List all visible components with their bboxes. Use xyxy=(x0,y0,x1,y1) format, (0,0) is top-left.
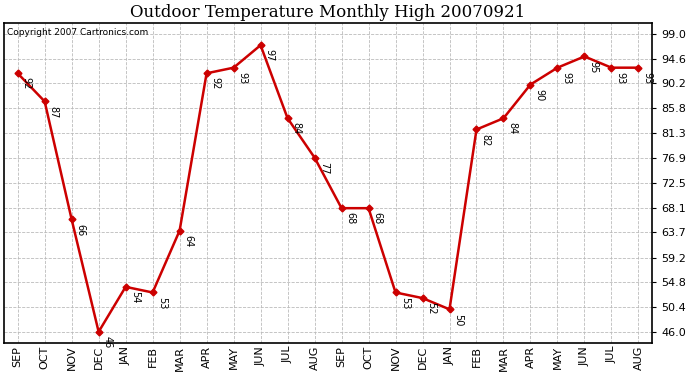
Text: 84: 84 xyxy=(508,122,518,135)
Text: 53: 53 xyxy=(400,297,410,309)
Text: 93: 93 xyxy=(642,72,653,84)
Text: 54: 54 xyxy=(130,291,140,303)
Text: 50: 50 xyxy=(453,314,464,326)
Text: 84: 84 xyxy=(292,122,302,135)
Text: 90: 90 xyxy=(535,89,544,101)
Text: 53: 53 xyxy=(157,297,167,309)
Text: 92: 92 xyxy=(22,78,32,90)
Text: 64: 64 xyxy=(184,235,194,247)
Text: 82: 82 xyxy=(481,134,491,146)
Text: 97: 97 xyxy=(265,50,275,62)
Text: 87: 87 xyxy=(49,106,59,118)
Text: 92: 92 xyxy=(210,78,221,90)
Text: Copyright 2007 Cartronics.com: Copyright 2007 Cartronics.com xyxy=(8,27,148,36)
Text: 66: 66 xyxy=(76,224,86,236)
Text: 68: 68 xyxy=(346,212,356,225)
Text: 68: 68 xyxy=(373,212,383,225)
Text: 46: 46 xyxy=(103,336,112,348)
Text: 95: 95 xyxy=(589,61,599,73)
Text: 93: 93 xyxy=(562,72,571,84)
Text: 52: 52 xyxy=(426,302,437,315)
Text: 93: 93 xyxy=(615,72,626,84)
Title: Outdoor Temperature Monthly High 20070921: Outdoor Temperature Monthly High 2007092… xyxy=(130,4,526,21)
Text: 77: 77 xyxy=(319,162,328,174)
Text: 93: 93 xyxy=(238,72,248,84)
